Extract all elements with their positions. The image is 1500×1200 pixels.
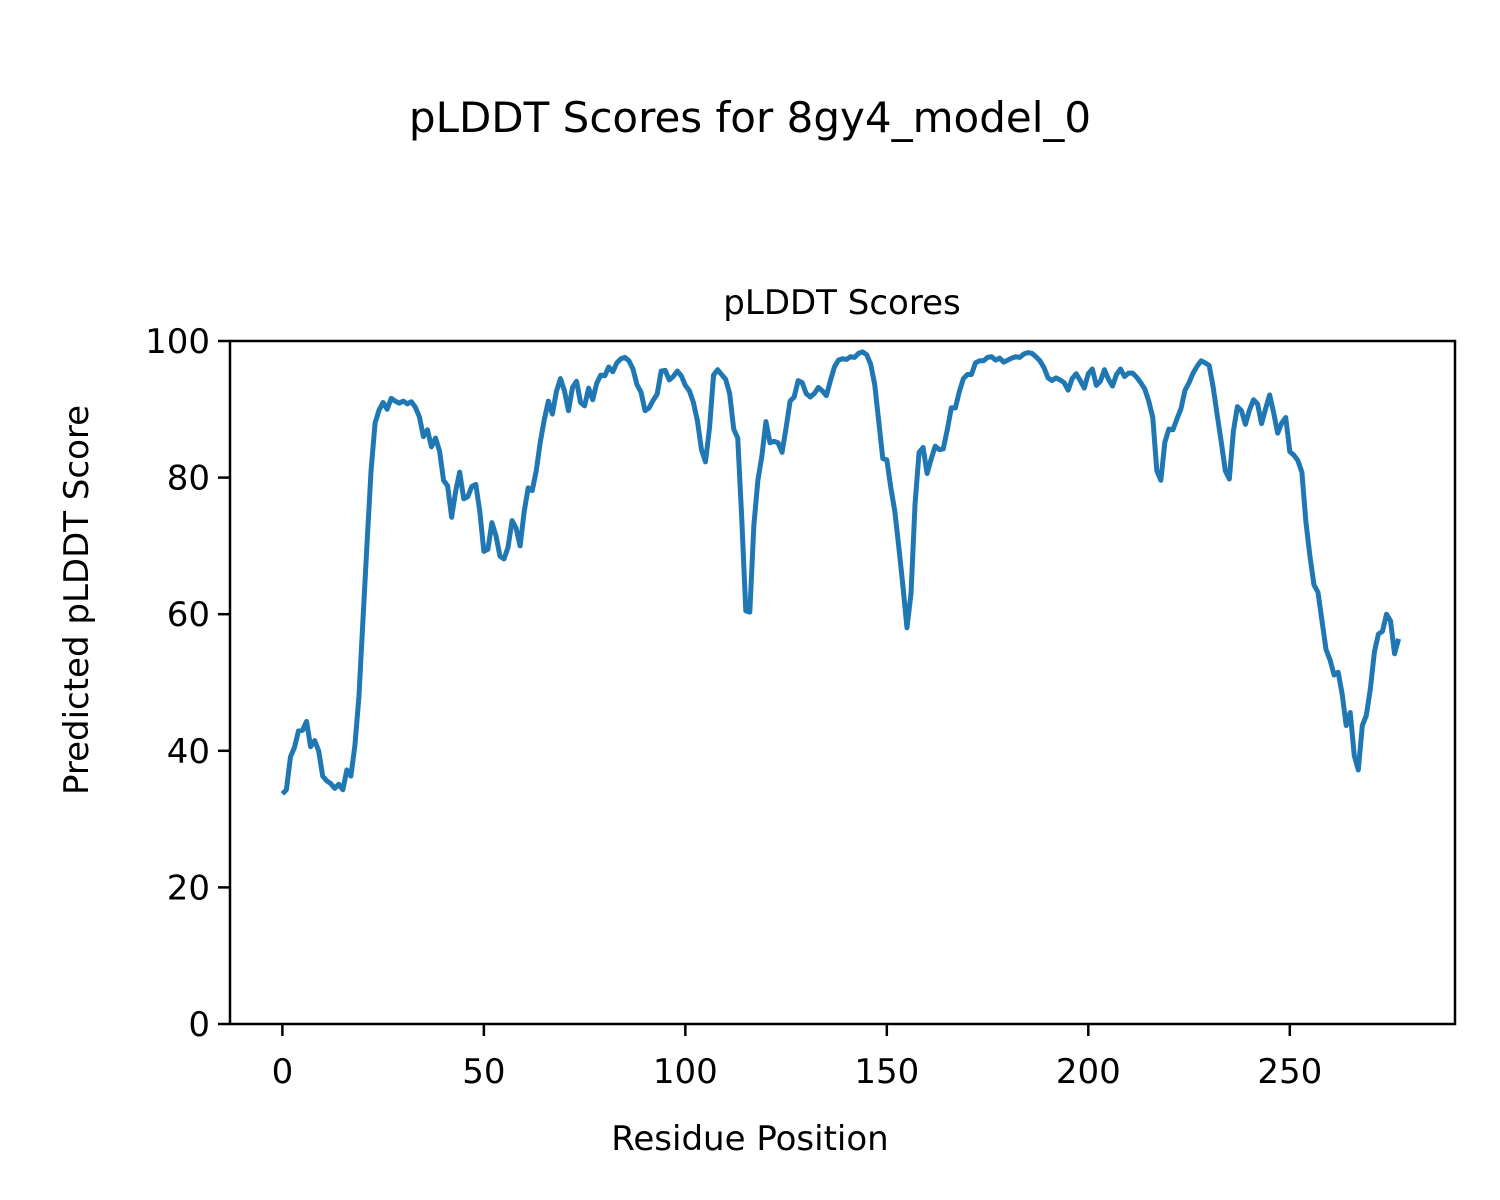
x-tick-label: 150 bbox=[854, 1052, 919, 1092]
x-tick-label: 200 bbox=[1056, 1052, 1121, 1092]
x-tick-label: 100 bbox=[653, 1052, 718, 1092]
x-tick-label: 250 bbox=[1257, 1052, 1322, 1092]
figure-suptitle: pLDDT Scores for 8gy4_model_0 bbox=[409, 93, 1091, 142]
axes-frame bbox=[228, 339, 1457, 1026]
y-tick-label: 0 bbox=[188, 1005, 210, 1045]
y-tick-label: 20 bbox=[167, 868, 210, 908]
ticks-layer: 0 50 100 150 200 250 0 20 40 60 80 100 bbox=[145, 322, 1322, 1092]
series-line bbox=[280, 349, 1402, 796]
x-tick-label: 0 bbox=[272, 1052, 294, 1092]
y-tick-label: 80 bbox=[167, 459, 210, 499]
y-tick-label: 40 bbox=[167, 732, 210, 772]
y-tick-label: 60 bbox=[167, 595, 210, 635]
line-layer bbox=[280, 349, 1402, 796]
axes-title: pLDDT Scores bbox=[723, 283, 960, 323]
x-axis-label: Residue Position bbox=[611, 1119, 888, 1159]
x-tick-label: 50 bbox=[462, 1052, 505, 1092]
y-axis-label: Predicted pLDDT Score bbox=[57, 405, 97, 795]
y-tick-label: 100 bbox=[145, 322, 210, 362]
